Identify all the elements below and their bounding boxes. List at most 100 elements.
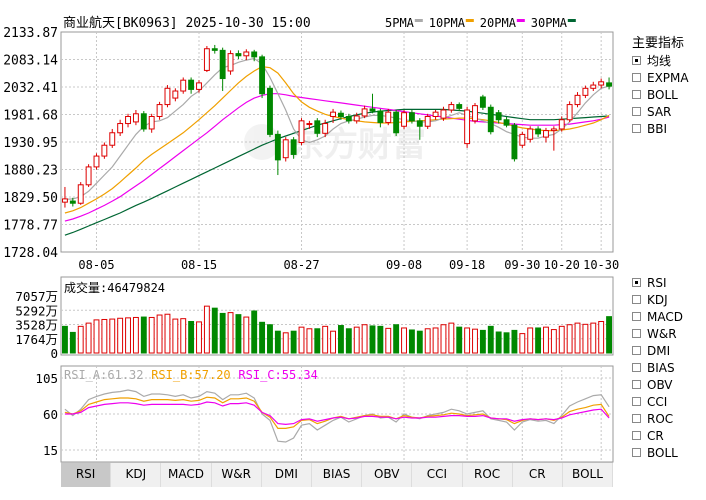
sub-indicator-item[interactable]: OBV bbox=[632, 376, 683, 393]
tab-boll[interactable]: BOLL bbox=[563, 463, 614, 487]
volume-bar bbox=[259, 321, 266, 354]
main-indicator-item[interactable]: EXPMA bbox=[632, 69, 689, 86]
volume-bar bbox=[117, 317, 124, 354]
candle bbox=[314, 118, 321, 138]
tab-bias[interactable]: BIAS bbox=[312, 463, 363, 487]
sub-indicator-item[interactable]: BIAS bbox=[632, 359, 683, 376]
volume-tick-label: 1764万 bbox=[15, 332, 58, 347]
tab-kdj[interactable]: KDJ bbox=[111, 463, 162, 487]
volume-bar bbox=[243, 316, 250, 354]
candle-body bbox=[93, 155, 100, 168]
volume-bar bbox=[140, 316, 147, 354]
candle-body bbox=[164, 87, 171, 106]
ma-legend-label: 5PMA bbox=[385, 16, 415, 30]
candle bbox=[606, 77, 613, 90]
candle bbox=[487, 104, 494, 135]
sub-indicator-item[interactable]: CR bbox=[632, 427, 683, 444]
tab-cr[interactable]: CR bbox=[513, 463, 563, 487]
tab-obv[interactable]: OBV bbox=[362, 463, 413, 487]
tab-roc[interactable]: ROC bbox=[463, 463, 513, 487]
volume-bar bbox=[424, 328, 431, 354]
candle-body bbox=[125, 115, 131, 125]
checkbox-icon bbox=[632, 414, 641, 423]
rsi-line bbox=[64, 401, 610, 426]
candle bbox=[543, 127, 549, 143]
volume-bar bbox=[298, 326, 305, 354]
volume-bar bbox=[219, 312, 226, 354]
candle-body bbox=[322, 123, 329, 134]
ma-legend-label: 10PMA bbox=[429, 16, 466, 30]
tab-wr[interactable]: W&R bbox=[212, 463, 262, 487]
candle-body bbox=[69, 200, 76, 204]
sub-indicator-item[interactable]: DMI bbox=[632, 342, 683, 359]
volume-bar bbox=[543, 326, 549, 354]
candle-body bbox=[558, 119, 565, 130]
volume-bar bbox=[558, 325, 565, 354]
tab-macd[interactable]: MACD bbox=[161, 463, 212, 487]
sub-indicator-item[interactable]: W&R bbox=[632, 325, 683, 342]
tab-dmi[interactable]: DMI bbox=[262, 463, 312, 487]
volume-bar bbox=[495, 331, 502, 354]
sub-indicator-item[interactable]: BOLL bbox=[632, 444, 683, 461]
volume-bar bbox=[337, 325, 344, 354]
sub-indicator-item[interactable]: CCI bbox=[632, 393, 683, 410]
volume-bar bbox=[235, 314, 242, 354]
svg-text:东方财富: 东方财富 bbox=[290, 125, 426, 165]
sub-indicator-item[interactable]: ROC bbox=[632, 410, 683, 427]
candle-body bbox=[330, 111, 337, 117]
candle-body bbox=[408, 112, 415, 122]
candle bbox=[503, 117, 510, 128]
candle bbox=[519, 131, 526, 148]
sub-indicator-label: ROC bbox=[647, 411, 674, 426]
date-tick-label: 08-15 bbox=[181, 258, 217, 272]
sub-indicator-label: CR bbox=[647, 428, 664, 443]
volume-bar bbox=[448, 322, 455, 354]
sub-indicator-item[interactable]: MACD bbox=[632, 308, 683, 325]
candle-body bbox=[519, 133, 526, 146]
rsi-y-axis: 105 60 15 bbox=[35, 371, 58, 458]
candle bbox=[590, 81, 597, 92]
tab-cci[interactable]: CCI bbox=[412, 463, 463, 487]
checkbox-icon bbox=[632, 90, 641, 99]
main-indicator-item[interactable]: 均线 bbox=[632, 52, 689, 69]
volume-bar bbox=[440, 324, 447, 354]
candle-body bbox=[582, 87, 589, 96]
candle-body bbox=[219, 49, 226, 80]
checkbox-icon bbox=[632, 380, 641, 389]
checkbox-icon bbox=[632, 107, 641, 116]
main-indicator-item[interactable]: BOLL bbox=[632, 86, 689, 103]
candle bbox=[361, 105, 368, 119]
sub-indicator-item[interactable]: RSI bbox=[632, 274, 683, 291]
chart-title: 商业航天[BK0963] 2025-10-30 15:00 bbox=[63, 15, 311, 31]
tab-rsi[interactable]: RSI bbox=[61, 463, 112, 487]
candle bbox=[353, 112, 360, 124]
volume-bars bbox=[61, 305, 613, 354]
main-indicator-label: 均线 bbox=[647, 54, 672, 68]
candle-body bbox=[527, 128, 534, 140]
checkbox-icon bbox=[632, 363, 641, 372]
volume-bar bbox=[519, 333, 526, 354]
volume-bar bbox=[93, 319, 100, 354]
rsi-tick-label: 105 bbox=[35, 371, 58, 386]
volume-bar bbox=[188, 320, 195, 354]
candle bbox=[416, 118, 423, 140]
price-tick-label: 1880.23 bbox=[3, 164, 58, 179]
main-indicator-item[interactable]: SAR bbox=[632, 103, 689, 120]
candle bbox=[172, 88, 179, 102]
price-tick-label: 1829.50 bbox=[3, 191, 58, 206]
ma-legend-label: 30PMA bbox=[531, 16, 568, 30]
sub-indicator-item[interactable]: KDJ bbox=[632, 291, 683, 308]
candle-body bbox=[393, 111, 400, 134]
volume-bar bbox=[69, 331, 76, 354]
ma-legend-label: 20PMA bbox=[480, 16, 517, 30]
candle bbox=[85, 164, 92, 187]
sub-indicator-list: RSI KDJ MACD W&R DMI BIAS OBV CCI ROC CR BOLL bbox=[632, 274, 683, 461]
moving-average-lines bbox=[64, 57, 610, 236]
candle bbox=[566, 101, 573, 122]
volume-bar bbox=[511, 329, 518, 354]
main-indicator-item[interactable]: BBI bbox=[632, 120, 689, 137]
candle bbox=[259, 54, 266, 99]
